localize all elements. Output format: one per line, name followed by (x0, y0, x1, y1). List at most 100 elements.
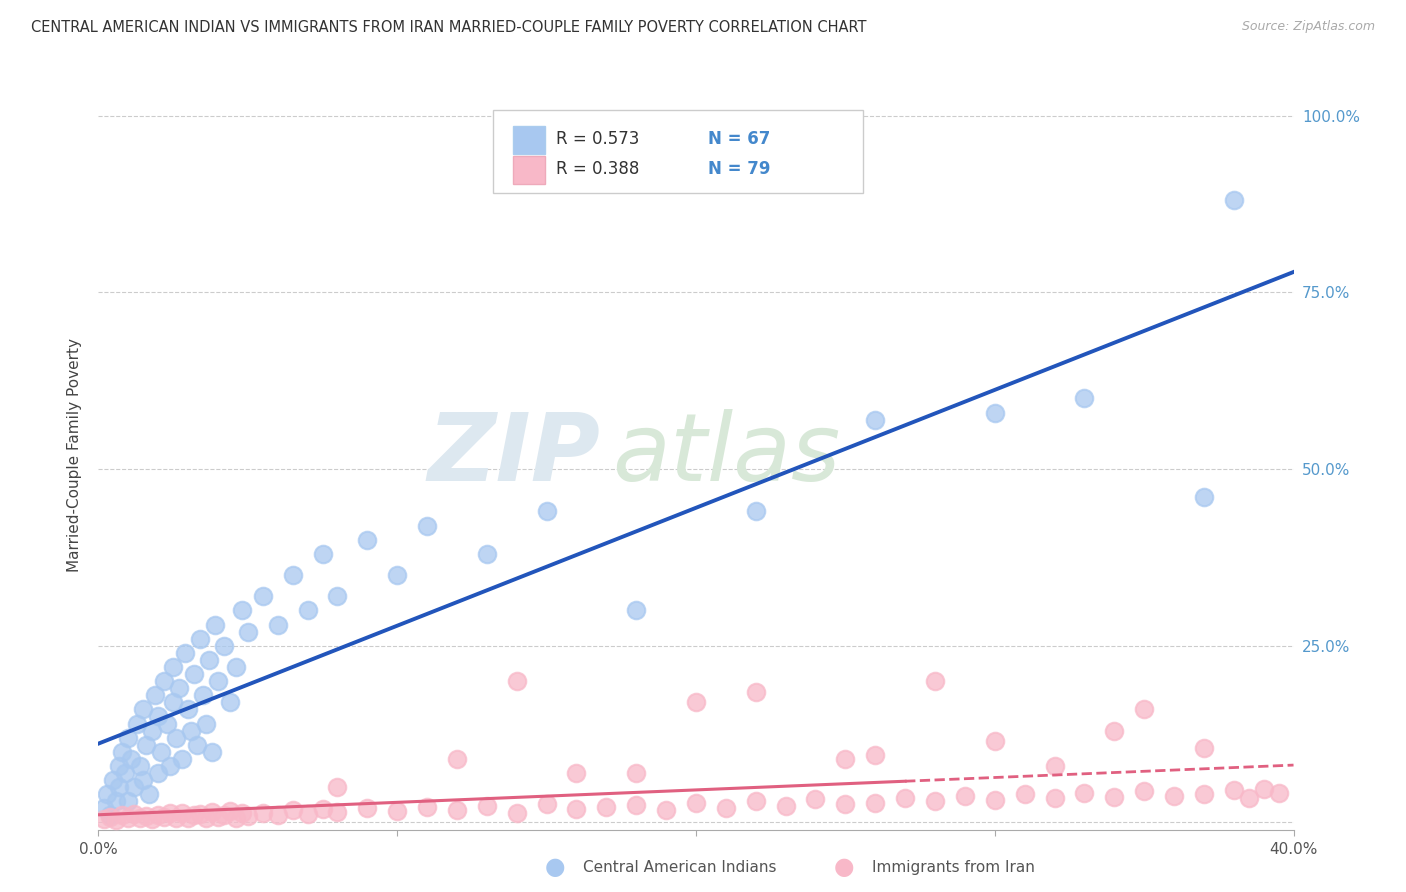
Point (172, 805, 194, 820)
Point (297, 807, 319, 822)
FancyBboxPatch shape (513, 156, 546, 184)
Point (180, 723, 202, 738)
Text: R = 0.573: R = 0.573 (557, 130, 640, 148)
Point (225, 811, 247, 825)
Point (475, 798, 498, 813)
Point (132, 773, 155, 788)
Point (236, 624, 259, 639)
Point (1014, 787, 1036, 801)
Point (124, 780, 146, 794)
Point (212, 807, 235, 822)
Text: atlas: atlas (613, 409, 841, 500)
Point (834, 752, 856, 766)
Point (984, 405, 1007, 419)
Point (141, 723, 163, 738)
Point (172, 752, 194, 766)
Point (165, 811, 187, 825)
Point (103, 773, 125, 788)
Point (138, 787, 160, 801)
Point (177, 702, 200, 716)
Point (105, 794, 128, 808)
Point (1223, 194, 1246, 208)
Point (565, 802, 588, 816)
Point (984, 793, 1007, 807)
Point (894, 790, 917, 805)
Point (311, 547, 333, 561)
Point (93, 801, 115, 815)
Point (655, 804, 678, 818)
Text: N = 79: N = 79 (709, 161, 770, 178)
Point (267, 808, 290, 822)
Point (267, 617, 290, 632)
Point (105, 813, 128, 827)
Point (745, 684, 768, 698)
Point (1192, 787, 1215, 801)
Point (685, 695, 707, 709)
Point (148, 709, 170, 723)
Point (141, 812, 163, 826)
Point (111, 808, 134, 822)
Point (111, 745, 134, 759)
Point (252, 589, 274, 603)
Point (165, 731, 187, 745)
Point (536, 504, 558, 518)
Point (183, 667, 205, 681)
Point (536, 797, 558, 811)
Point (475, 547, 498, 561)
Point (626, 603, 648, 617)
Point (129, 811, 152, 825)
Point (281, 568, 304, 582)
Point (326, 589, 349, 603)
Point (953, 789, 976, 803)
Point (865, 412, 887, 426)
Point (1163, 789, 1185, 803)
Point (1043, 759, 1066, 773)
Point (225, 660, 247, 674)
Point (385, 568, 409, 582)
Point (153, 810, 176, 824)
Point (1237, 790, 1260, 805)
Point (159, 806, 181, 821)
Point (297, 603, 319, 617)
Point (745, 794, 768, 808)
Point (356, 801, 378, 815)
Point (129, 759, 152, 773)
Point (114, 766, 136, 780)
Point (219, 695, 242, 709)
Point (984, 734, 1007, 748)
Point (804, 792, 827, 806)
Point (177, 811, 200, 825)
Point (117, 794, 139, 808)
Point (231, 603, 253, 617)
Point (1192, 741, 1215, 756)
Point (281, 804, 304, 818)
Point (1192, 491, 1215, 505)
Point (416, 800, 439, 814)
Point (132, 702, 155, 716)
Text: N = 67: N = 67 (709, 130, 770, 148)
Point (626, 766, 648, 780)
Point (446, 803, 468, 817)
Point (385, 804, 409, 818)
Point (191, 688, 214, 702)
Point (1073, 786, 1095, 800)
Point (148, 807, 170, 822)
Point (1104, 790, 1126, 805)
Point (219, 804, 242, 818)
Point (153, 674, 176, 689)
Point (506, 674, 529, 689)
Point (714, 800, 737, 814)
Point (745, 504, 768, 518)
Point (162, 695, 184, 709)
Point (162, 660, 184, 674)
Point (124, 807, 146, 822)
Point (167, 681, 190, 696)
Text: ●: ● (834, 855, 853, 879)
Point (1073, 392, 1095, 406)
Point (183, 808, 205, 822)
Point (326, 780, 349, 794)
Point (212, 639, 235, 653)
Point (186, 738, 208, 752)
Point (565, 766, 588, 780)
Point (148, 766, 170, 780)
